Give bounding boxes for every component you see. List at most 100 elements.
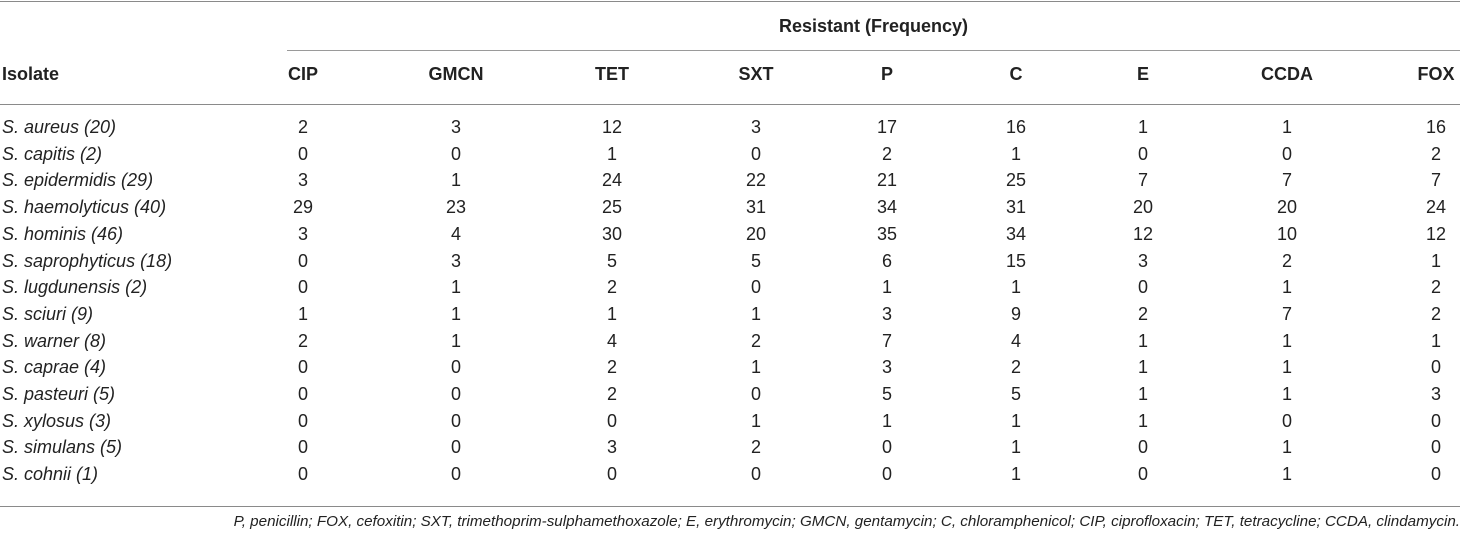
table-cell: 1 xyxy=(450,170,462,191)
isolate-name: S. caprae (4) xyxy=(2,357,107,378)
table-row: S. aureus (20) 2 3 12 3 17 16 1 1 16 xyxy=(0,114,1460,140)
table-cell: 30 xyxy=(601,223,623,244)
table-cell: 3 xyxy=(606,437,618,458)
table-cell: 0 xyxy=(450,410,462,431)
table-cell: 25 xyxy=(601,197,623,218)
header-rule xyxy=(0,104,1460,105)
table-cell: 24 xyxy=(601,170,623,191)
table-cell: 2 xyxy=(297,330,309,351)
table-cell: 0 xyxy=(1281,143,1293,164)
table-row: S. simulans (5) 0 0 3 2 0 1 0 1 0 xyxy=(0,434,1460,460)
table-cell: 4 xyxy=(606,330,618,351)
table-cell: 7 xyxy=(1281,170,1293,191)
table-cell: 4 xyxy=(1010,330,1022,351)
isolate-name: S. cohnii (1) xyxy=(2,464,99,485)
table-cell: 34 xyxy=(1005,223,1027,244)
table-cell: 2 xyxy=(1281,250,1293,271)
table-row: S. pasteuri (5) 0 0 2 0 5 5 1 1 3 xyxy=(0,381,1460,407)
table-cell: 7 xyxy=(1281,303,1293,324)
table-cell: 1 xyxy=(1430,250,1442,271)
table-cell: 1 xyxy=(450,277,462,298)
table-cell: 3 xyxy=(881,303,893,324)
table-row: S. saprophyticus (18) 0 3 5 5 6 15 3 2 1 xyxy=(0,248,1460,274)
table-cell: 0 xyxy=(450,464,462,485)
column-header-gmcn: GMCN xyxy=(428,64,484,84)
table-cell: 0 xyxy=(1430,437,1442,458)
table-cell: 3 xyxy=(1137,250,1149,271)
table-cell: 5 xyxy=(606,250,618,271)
table-cell: 2 xyxy=(1430,303,1442,324)
table-cell: 12 xyxy=(1425,223,1447,244)
column-header-c: C xyxy=(1009,64,1023,84)
isolate-name: S. capitis (2) xyxy=(2,143,103,164)
table-cell: 0 xyxy=(1430,410,1442,431)
table-row: S. haemolyticus (40) 29 23 25 31 34 31 20 20 24 xyxy=(0,194,1460,220)
isolate-name: S. warner (8) xyxy=(2,330,107,351)
table-cell: 4 xyxy=(450,223,462,244)
table-cell: 24 xyxy=(1425,197,1447,218)
table-cell: 0 xyxy=(1137,437,1149,458)
table-cell: 3 xyxy=(297,223,309,244)
table-cell: 1 xyxy=(1137,357,1149,378)
table-row: S. capitis (2) 0 0 1 0 2 1 0 0 2 xyxy=(0,141,1460,167)
bottom-rule xyxy=(0,506,1460,507)
table-cell: 0 xyxy=(297,437,309,458)
isolate-column-header: Isolate xyxy=(2,64,60,84)
table-cell: 0 xyxy=(1281,410,1293,431)
table-cell: 0 xyxy=(1137,143,1149,164)
table-cell: 0 xyxy=(1137,464,1149,485)
table-cell: 0 xyxy=(450,384,462,404)
table-cell: 5 xyxy=(750,250,762,271)
table-cell: 0 xyxy=(1137,277,1149,298)
table-cell: 3 xyxy=(450,117,462,137)
isolate-name: S. hominis (46) xyxy=(2,223,124,244)
isolate-name: S. aureus (20) xyxy=(2,117,117,137)
table-cell: 7 xyxy=(1430,170,1442,191)
table-cell: 1 xyxy=(1281,330,1293,351)
table-cell: 7 xyxy=(1137,170,1149,191)
table-cell: 1 xyxy=(1137,384,1149,404)
table-cell: 1 xyxy=(1430,330,1442,351)
table-cell: 20 xyxy=(745,223,767,244)
table-row: S. hominis (46) 3 4 30 20 35 34 12 10 12 xyxy=(0,221,1460,247)
table-row: S. lugdunensis (2) 0 1 2 0 1 1 0 1 2 xyxy=(0,274,1460,300)
table-cell: 1 xyxy=(1281,277,1293,298)
table-cell: 1 xyxy=(1010,410,1022,431)
column-header-fox: FOX xyxy=(1417,64,1455,84)
table-cell: 1 xyxy=(297,303,309,324)
table-row: S. xylosus (3) 0 0 0 1 1 1 1 0 0 xyxy=(0,408,1460,434)
table-cell: 2 xyxy=(606,277,618,298)
table-cell: 6 xyxy=(881,250,893,271)
isolate-name: S. haemolyticus (40) xyxy=(2,197,167,218)
table-cell: 17 xyxy=(876,117,898,137)
isolate-name: S. saprophyticus (18) xyxy=(2,250,173,271)
table-cell: 2 xyxy=(297,117,309,137)
table-row: S. warner (8) 2 1 4 2 7 4 1 1 1 xyxy=(0,328,1460,354)
table-cell: 16 xyxy=(1005,117,1027,137)
table-cell: 3 xyxy=(450,250,462,271)
group-header: Resistant (Frequency) xyxy=(778,16,969,36)
isolate-name: S. lugdunensis (2) xyxy=(2,277,148,298)
table-cell: 5 xyxy=(1010,384,1022,404)
table-cell: 1 xyxy=(750,357,762,378)
group-header-rule xyxy=(287,50,1460,51)
isolate-name: S. pasteuri (5) xyxy=(2,384,116,404)
table-cell: 0 xyxy=(606,410,618,431)
table-cell: 2 xyxy=(606,357,618,378)
table-cell: 12 xyxy=(1132,223,1154,244)
table-cell: 0 xyxy=(450,437,462,458)
column-header-sxt: SXT xyxy=(738,64,774,84)
table-cell: 9 xyxy=(1010,303,1022,324)
table-cell: 20 xyxy=(1276,197,1298,218)
table-cell: 0 xyxy=(450,143,462,164)
table-cell: 1 xyxy=(450,303,462,324)
table-cell: 12 xyxy=(601,117,623,137)
table-cell: 2 xyxy=(1137,303,1149,324)
table-cell: 3 xyxy=(881,357,893,378)
table-cell: 1 xyxy=(606,143,618,164)
table-cell: 0 xyxy=(750,277,762,298)
table-row: S. epidermidis (29) 3 1 24 22 21 25 7 7 7 xyxy=(0,167,1460,193)
table-cell: 0 xyxy=(1430,357,1442,378)
table-cell: 2 xyxy=(1430,277,1442,298)
table-cell: 25 xyxy=(1005,170,1027,191)
